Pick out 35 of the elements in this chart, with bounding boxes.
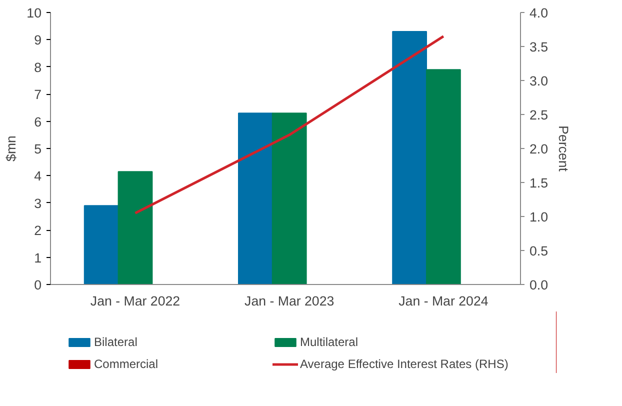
y-tick-label: 10 [26,6,42,20]
bar [272,112,307,284]
legend-label: Bilateral [94,335,138,349]
y2-tick-label: 0.0 [530,278,548,292]
y-tick-label: 2 [34,223,42,238]
y2-tick-label: 0.5 [530,244,548,258]
y-tick-label: 1 [34,250,42,266]
y2-tick-label: 4.0 [530,6,548,20]
x-tick-label: Jan - Mar 2024 [398,294,489,308]
y-tick-label: 4 [34,168,42,184]
legend-label: Average Effective Interest Rates (RHS) [300,357,508,371]
legend-label: Multilateral [300,335,360,349]
y2-axis-title: Percent [556,126,572,172]
y2-tick-label: 1.0 [530,210,548,224]
y2-tick-label: 2.0 [530,142,548,156]
y-tick-label: 5 [34,142,42,156]
y2-tick-label: 3.0 [530,74,548,88]
bar [118,171,153,284]
y2-tick-label: 3.5 [530,40,548,54]
y-axis-title: $mn [4,136,19,162]
x-tick-label: Jan - Mar 2022 [90,294,180,308]
legend-label: Commercial [94,357,160,371]
y-tick-label: 0 [34,278,42,292]
y-tick-label: 9 [34,32,42,48]
y2-tick-label: 2.5 [530,108,548,122]
y2-tick-label: 1.5 [530,176,548,190]
y-tick-label: 3 [34,196,42,211]
bar [426,69,461,284]
bar [84,205,119,284]
y-tick-label: 6 [34,114,42,130]
y-tick-label: 8 [34,60,42,75]
x-tick-label: Jan - Mar 2023 [244,294,334,308]
bar [392,31,427,284]
bar [238,112,273,284]
y-tick-label: 7 [34,87,42,102]
